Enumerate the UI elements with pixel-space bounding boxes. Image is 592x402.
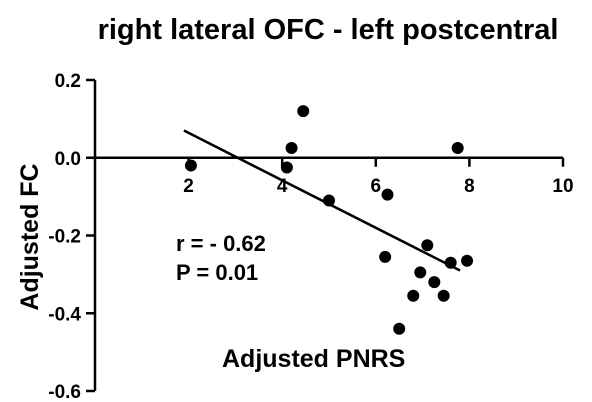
x-tick-label: 8: [464, 176, 475, 197]
data-point: [323, 194, 335, 207]
x-tick-label: 10: [552, 176, 573, 197]
data-point: [393, 322, 406, 335]
chart-title: right lateral OFC - left postcentral: [98, 14, 559, 46]
correlation-annotation: r = - 0.62: [176, 231, 266, 256]
y-tick-label: -0.6: [48, 382, 81, 402]
y-tick-label: 0.2: [55, 71, 81, 92]
regression-line: [183, 129, 461, 272]
data-point: [285, 142, 298, 155]
data-point: [451, 142, 464, 155]
data-point: [421, 239, 434, 252]
data-point: [297, 105, 310, 118]
data-point: [381, 188, 394, 201]
data-point: [407, 289, 420, 302]
y-tick-label: 0.0: [55, 149, 81, 170]
x-tick-label: 2: [183, 176, 194, 197]
y-axis-label: Adjusted FC: [16, 163, 44, 310]
x-axis-label: Adjusted PNRS: [222, 345, 405, 373]
x-tick-label: 4: [277, 176, 288, 197]
data-point: [280, 161, 293, 174]
data-point: [461, 254, 474, 267]
x-tick-label: 6: [371, 176, 382, 197]
data-point: [444, 256, 457, 269]
data-point: [414, 266, 427, 279]
p-value-annotation: P = 0.01: [176, 260, 258, 285]
data-point: [428, 276, 441, 289]
data-points: [184, 105, 474, 335]
data-point: [184, 159, 197, 172]
data-point: [437, 289, 450, 302]
data-point: [379, 250, 392, 263]
y-axis: 0.2 0.0 -0.2 -0.4 -0.6: [48, 71, 97, 402]
x-axis: 2 4 6 8 10: [95, 156, 574, 197]
y-tick-label: -0.2: [48, 227, 81, 248]
y-tick-label: -0.4: [48, 304, 81, 325]
